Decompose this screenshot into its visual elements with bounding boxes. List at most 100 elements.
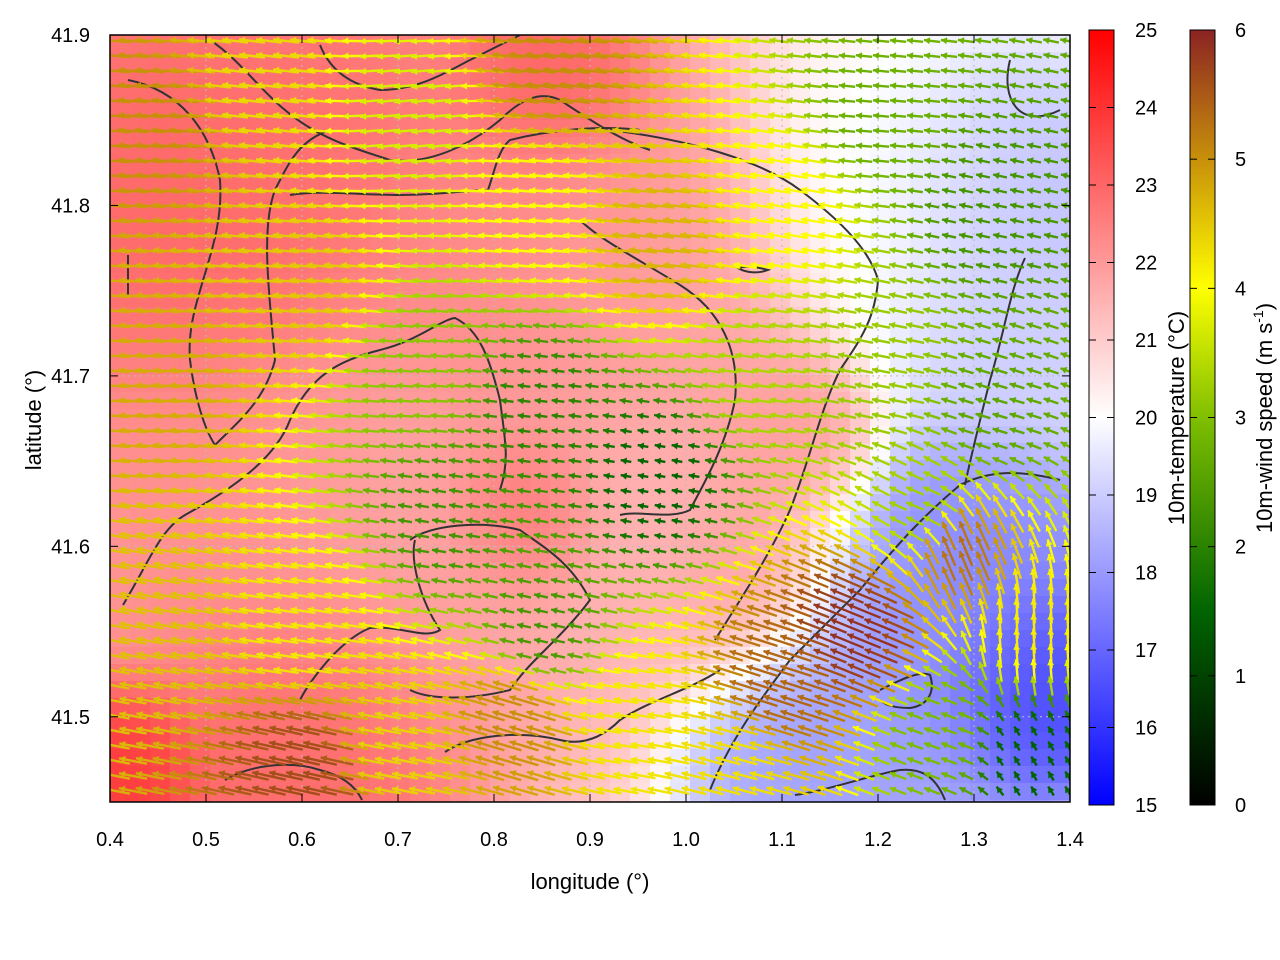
wind-arrow-head [646,51,653,59]
wind-arrow-head [152,66,159,74]
temperature-cell [190,409,211,427]
wind-arrow-head [478,142,485,150]
wind-arrow-head [1060,52,1067,59]
temperature-cell [870,86,891,104]
wind-arrow-head [612,141,619,149]
temperature-cell [610,494,631,512]
wind-arrow-head [461,187,468,195]
temperature-cell [470,154,491,172]
temperature-cell [890,35,911,53]
wind-arrow-head [542,51,550,59]
temperature-cell [630,749,651,767]
temperature-cell [470,205,491,223]
temperature-cell [570,460,591,478]
temperature-cell [730,460,751,478]
temperature-cell [290,494,311,512]
temperature-cell [610,800,631,802]
temperature-cell [710,800,731,802]
wind-arrow-head [698,156,705,164]
wind-arrow-head [837,172,845,179]
temperature-cell [830,120,851,138]
wind-arrow-head [445,127,452,135]
temperature-cell [830,154,851,172]
wind-arrow-head [290,36,297,44]
wind-arrow-head [646,141,653,149]
wind-arrow-head [924,142,931,150]
wind-arrow-head [290,141,297,149]
wind-arrow-head [804,37,811,45]
temperature-cell [470,528,491,546]
temperature-cell [670,324,691,342]
wind-arrow-head [1026,52,1033,60]
temperature-cell [210,375,231,393]
temperature-cell [230,205,251,223]
wind-arrow-head [359,37,366,45]
wind-arrow-head [975,37,982,45]
temperature-cell [570,800,591,802]
wind-arrow-head [941,82,948,90]
temperature-cell [870,324,891,342]
wind-arrow-head [151,96,159,104]
wind-arrow-head [495,172,502,179]
wind-arrow-head [476,97,483,105]
wind-arrow-head [889,37,897,45]
temperature-cell [1050,137,1070,155]
temperature-cell [1010,375,1031,393]
wind-arrow-head [342,112,349,120]
wind-arrow-head [750,171,757,179]
wind-arrow-head [836,186,844,194]
temperature-cell [1010,647,1031,665]
temperature-cell [510,443,531,461]
temperature-cell [730,545,751,563]
temperature-cell [1050,766,1070,784]
wind-arrow-head [169,36,177,44]
temperature-cell [870,613,891,631]
wind-arrow-head [117,171,125,179]
wind-arrow-head [697,201,705,209]
wind-arrow-head [102,307,108,314]
temperature-cell [910,188,931,206]
temperature-cell [930,137,951,155]
wind-arrow-head [411,187,418,195]
wind-arrow-head [768,111,775,119]
wind-arrow-head [907,112,914,120]
wind-arrow-head [577,111,584,119]
wind-arrow-head [528,141,535,149]
wind-arrow-head [924,187,932,195]
temperature-cell [510,494,531,512]
temperature-cell [950,511,971,529]
temperature-cell [590,205,611,223]
wind-arrow-head [907,97,914,105]
wind-arrow-head [495,187,502,194]
temperature-cell [1050,171,1070,189]
wind-arrow-head [238,186,245,194]
wind-arrow-head [750,186,757,194]
temperature-cell [1010,443,1031,461]
wind-arrow-head [750,141,757,149]
temperature-cell [370,188,391,206]
temperature-cell [990,562,1011,580]
temperature-cell [110,324,131,342]
temperature-cell [190,205,211,223]
wind-arrow-head [494,157,502,164]
wind-arrow-head [562,156,569,164]
wind-arrow-head [698,66,706,74]
temperature-cell [350,375,371,393]
temperature-cell [310,511,331,529]
temperature-cell [730,341,751,359]
wind-arrow-head [975,97,982,105]
wind-arrow-head [715,186,723,194]
wind-arrow-head [1043,82,1051,90]
temperature-cell [670,460,691,478]
temperature-cell [150,35,171,53]
wind-arrow-head [663,141,671,149]
temperature-cell [990,239,1011,257]
temperature-cell [830,715,851,733]
temperature-cell [190,154,211,172]
temperature-cell [570,35,591,53]
wind-arrow-head [629,186,636,194]
temperature-cell [1010,494,1031,512]
temperature-cell [370,511,391,529]
wind-arrow-head [872,157,880,165]
temperature-cell [710,715,731,733]
